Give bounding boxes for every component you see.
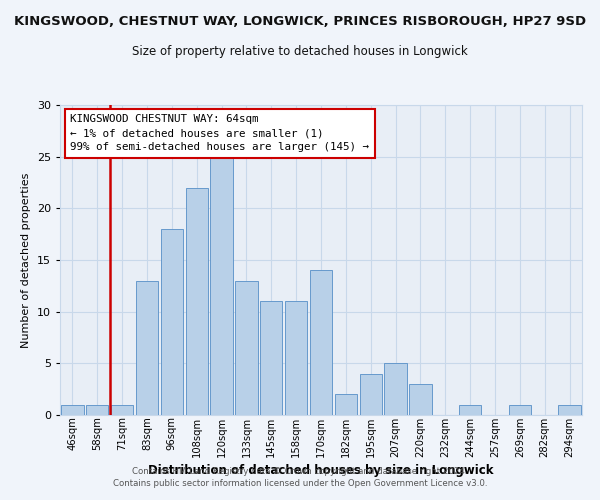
Bar bbox=[285, 302, 307, 415]
Bar bbox=[409, 384, 431, 415]
Bar bbox=[509, 404, 531, 415]
Bar bbox=[136, 280, 158, 415]
Bar bbox=[559, 404, 581, 415]
Bar bbox=[459, 404, 481, 415]
Y-axis label: Number of detached properties: Number of detached properties bbox=[21, 172, 31, 348]
Bar bbox=[260, 302, 283, 415]
Bar bbox=[86, 404, 109, 415]
Bar bbox=[211, 156, 233, 415]
Bar bbox=[359, 374, 382, 415]
Bar bbox=[310, 270, 332, 415]
Bar bbox=[61, 404, 83, 415]
Bar bbox=[185, 188, 208, 415]
Bar bbox=[111, 404, 133, 415]
Text: Contains HM Land Registry data © Crown copyright and database right 2024.
Contai: Contains HM Land Registry data © Crown c… bbox=[113, 466, 487, 487]
Bar bbox=[161, 229, 183, 415]
X-axis label: Distribution of detached houses by size in Longwick: Distribution of detached houses by size … bbox=[148, 464, 494, 476]
Text: Size of property relative to detached houses in Longwick: Size of property relative to detached ho… bbox=[132, 45, 468, 58]
Text: KINGSWOOD CHESTNUT WAY: 64sqm
← 1% of detached houses are smaller (1)
99% of sem: KINGSWOOD CHESTNUT WAY: 64sqm ← 1% of de… bbox=[70, 114, 370, 152]
Bar bbox=[385, 364, 407, 415]
Bar bbox=[235, 280, 257, 415]
Text: KINGSWOOD, CHESTNUT WAY, LONGWICK, PRINCES RISBOROUGH, HP27 9SD: KINGSWOOD, CHESTNUT WAY, LONGWICK, PRINC… bbox=[14, 15, 586, 28]
Bar bbox=[335, 394, 357, 415]
